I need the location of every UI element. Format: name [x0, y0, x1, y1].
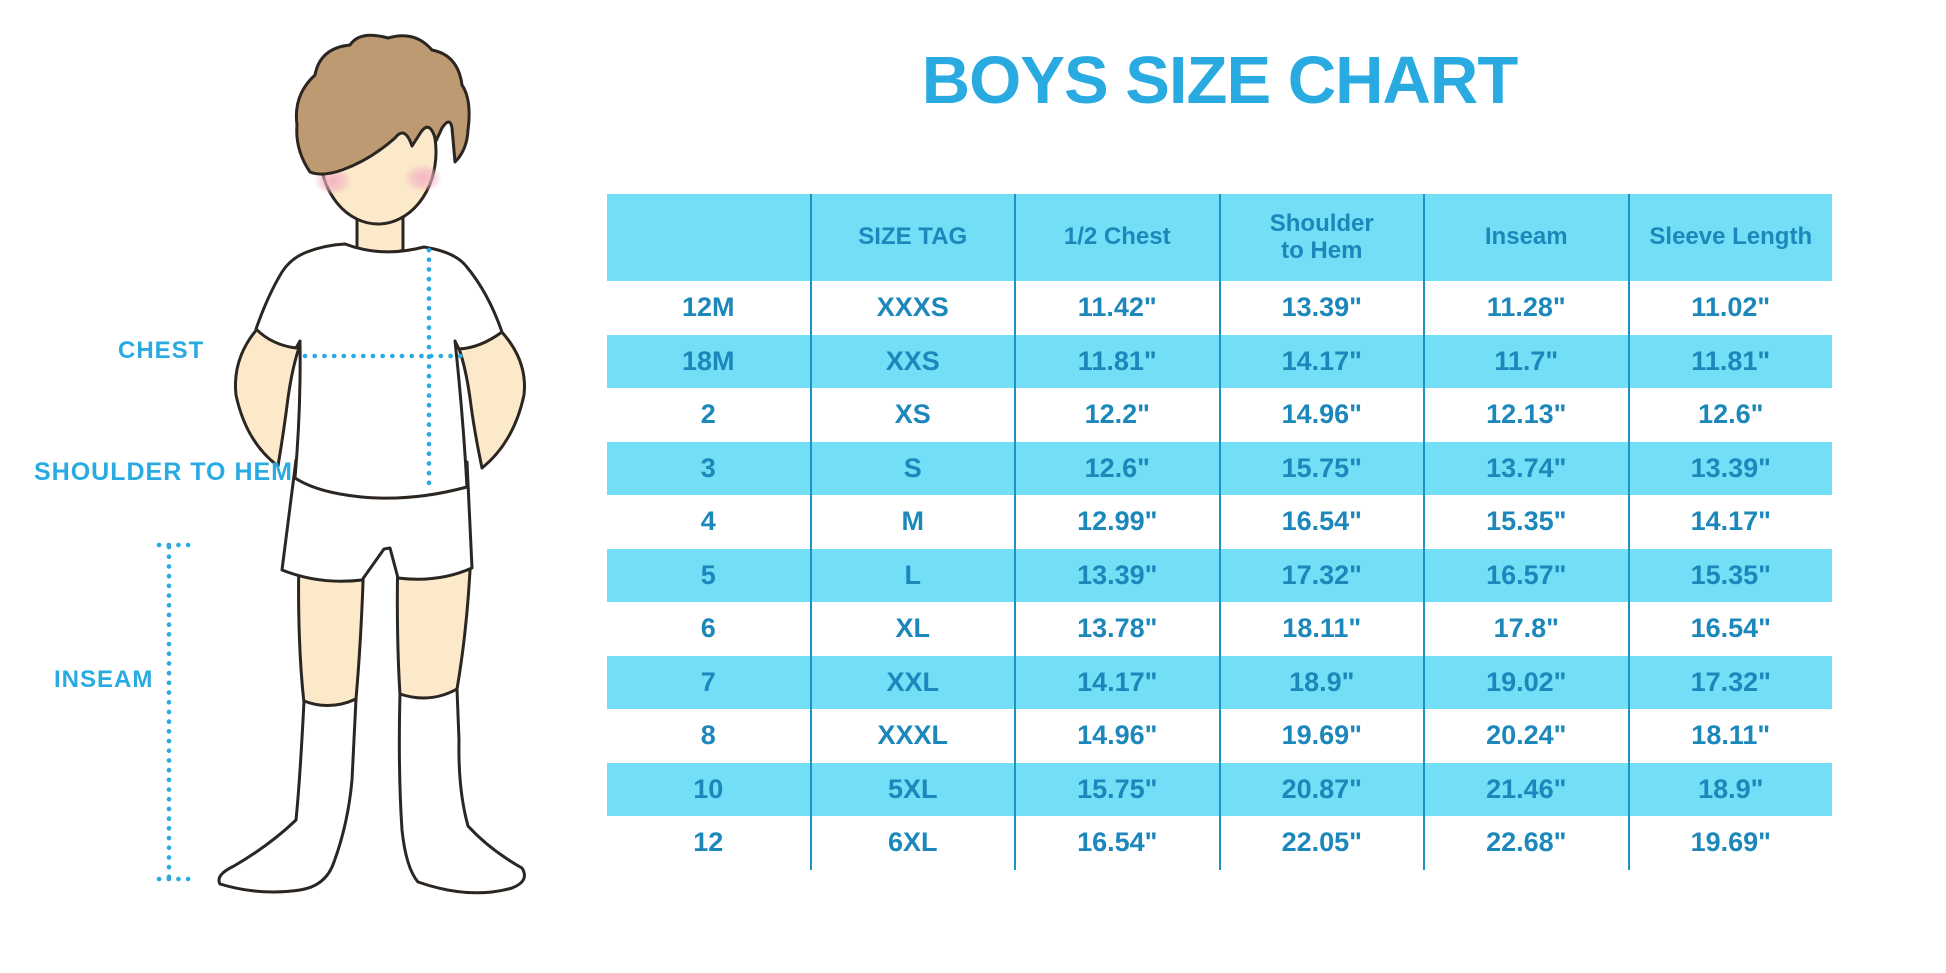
table-cell: 12.6" [1016, 441, 1221, 495]
table-cell: 17.8" [1425, 602, 1630, 656]
table-cell: 14.17" [1221, 334, 1425, 388]
boys-size-table: SIZE TAG 1/2 Chest Shoulder to Hem Insea… [607, 194, 1832, 870]
legs [297, 548, 473, 709]
table-cell: 12.99" [1016, 495, 1221, 549]
table-row: 8 XXXL 14.96" 19.69" 20.24" 18.11" [607, 709, 1832, 763]
table-row: 18M XXS 11.81" 14.17" 11.7" 11.81" [607, 334, 1832, 388]
inseam-label: INSEAM [54, 666, 154, 693]
table-cell: 13.78" [1016, 602, 1221, 656]
table-row: 5 L 13.39" 17.32" 16.57" 15.35" [607, 548, 1832, 602]
table-cell: 18M [607, 334, 812, 388]
hair [294, 33, 471, 176]
table-header-sleeve-length: Sleeve Length [1649, 223, 1813, 251]
table-cell: 17.32" [1690, 666, 1771, 697]
table-row: 6 XL 13.78" 18.11" 17.8" 16.54" [607, 602, 1832, 656]
table-row: 12 6XL 16.54" 22.05" 22.68" 19.69" [607, 816, 1832, 870]
table-cell: 22.05" [1221, 816, 1425, 870]
table-cell: 19.69" [1690, 827, 1771, 858]
table-row: 7 XXL 14.17" 18.9" 19.02" 17.32" [607, 655, 1832, 709]
table-cell: 18.11" [1221, 602, 1425, 656]
table-row: 12M XXXS 11.42" 13.39" 11.28" 11.02" [607, 281, 1832, 335]
blush-right [404, 164, 442, 192]
table-cell: M [812, 495, 1016, 549]
table-cell: XXXL [812, 709, 1016, 763]
table-header-row: SIZE TAG 1/2 Chest Shoulder to Hem Insea… [607, 194, 1832, 281]
table-row: 10 5XL 15.75" 20.87" 21.46" 18.9" [607, 762, 1832, 816]
table-cell: XS [812, 388, 1016, 442]
table-cell: 11.28" [1425, 281, 1630, 335]
table-cell: 19.69" [1221, 709, 1425, 763]
table-row: 4 M 12.99" 16.54" 15.35" 14.17" [607, 495, 1832, 549]
table-cell: 17.32" [1221, 548, 1425, 602]
table-cell: 14.96" [1016, 709, 1221, 763]
table-cell: 16.54" [1016, 816, 1221, 870]
table-cell: 22.68" [1425, 816, 1630, 870]
table-header-inseam: Inseam [1425, 194, 1630, 281]
table-cell: XXL [812, 655, 1016, 709]
page-title: BOYS SIZE CHART [921, 43, 1519, 118]
table-cell: L [812, 548, 1016, 602]
table-row: 3 S 12.6" 15.75" 13.74" 13.39" [607, 441, 1832, 495]
table-cell: 16.54" [1690, 613, 1771, 644]
table-cell: XXXS [812, 281, 1016, 335]
table-row: 2 XS 12.2" 14.96" 12.13" 12.6" [607, 388, 1832, 442]
table-cell: 4 [607, 495, 812, 549]
table-cell: S [812, 441, 1016, 495]
table-cell: 19.02" [1425, 655, 1630, 709]
table-cell: 18.11" [1691, 720, 1771, 751]
table-cell: 18.9" [1221, 655, 1425, 709]
socks [217, 687, 526, 895]
table-cell: 3 [607, 441, 812, 495]
table-header-empty [607, 194, 812, 281]
table-cell: 16.54" [1221, 495, 1425, 549]
table-cell: 6XL [812, 816, 1016, 870]
table-cell: 12.6" [1698, 399, 1764, 430]
tshirt [254, 242, 504, 500]
table-cell: 8 [607, 709, 812, 763]
table-cell: 6 [607, 602, 812, 656]
table-cell: 12M [607, 281, 812, 335]
table-cell: 12.13" [1425, 388, 1630, 442]
table-header-shoulder-to-hem: Shoulder to Hem [1221, 194, 1425, 281]
table-cell: 11.02" [1691, 292, 1771, 323]
table-cell: 5 [607, 548, 812, 602]
table-cell: 11.42" [1016, 281, 1221, 335]
table-body: 12M XXXS 11.42" 13.39" 11.28" 11.02" 18M XXS 11.… [607, 281, 1832, 870]
table-cell: 15.75" [1016, 762, 1221, 816]
table-cell: 11.7" [1425, 334, 1630, 388]
table-cell: 20.87" [1221, 762, 1425, 816]
boy-illustration [156, 33, 526, 895]
table-cell: 20.24" [1425, 709, 1630, 763]
table-cell: 18.9" [1698, 773, 1764, 804]
table-cell: 13.39" [1221, 281, 1425, 335]
measurement-dotted-lines [156, 247, 465, 882]
table-cell: 14.17" [1690, 506, 1771, 537]
table-cell: 14.17" [1016, 655, 1221, 709]
arms [233, 316, 526, 470]
table-cell: 11.81" [1691, 345, 1771, 376]
table-header-half-chest: 1/2 Chest [1016, 194, 1221, 281]
table-cell: 15.35" [1690, 559, 1771, 590]
table-cell: 12.2" [1016, 388, 1221, 442]
chest-label: CHEST [118, 337, 205, 364]
table-cell: 16.57" [1425, 548, 1630, 602]
table-cell: 13.39" [1016, 548, 1221, 602]
table-cell: 13.39" [1690, 452, 1771, 483]
table-cell: 13.74" [1425, 441, 1630, 495]
shoulder-to-hem-label: SHOULDER TO HEM [34, 458, 293, 486]
table-cell: 21.46" [1425, 762, 1630, 816]
table-cell: 12 [607, 816, 812, 870]
table-cell: 15.75" [1221, 441, 1425, 495]
table-cell: XXS [812, 334, 1016, 388]
table-cell: XL [812, 602, 1016, 656]
table-header-size-tag: SIZE TAG [812, 194, 1016, 281]
table-cell: 11.81" [1016, 334, 1221, 388]
table-cell: 7 [607, 655, 812, 709]
table-cell: 10 [607, 762, 812, 816]
table-cell: 5XL [812, 762, 1016, 816]
table-cell: 14.96" [1221, 388, 1425, 442]
table-cell: 2 [607, 388, 812, 442]
table-cell: 15.35" [1425, 495, 1630, 549]
